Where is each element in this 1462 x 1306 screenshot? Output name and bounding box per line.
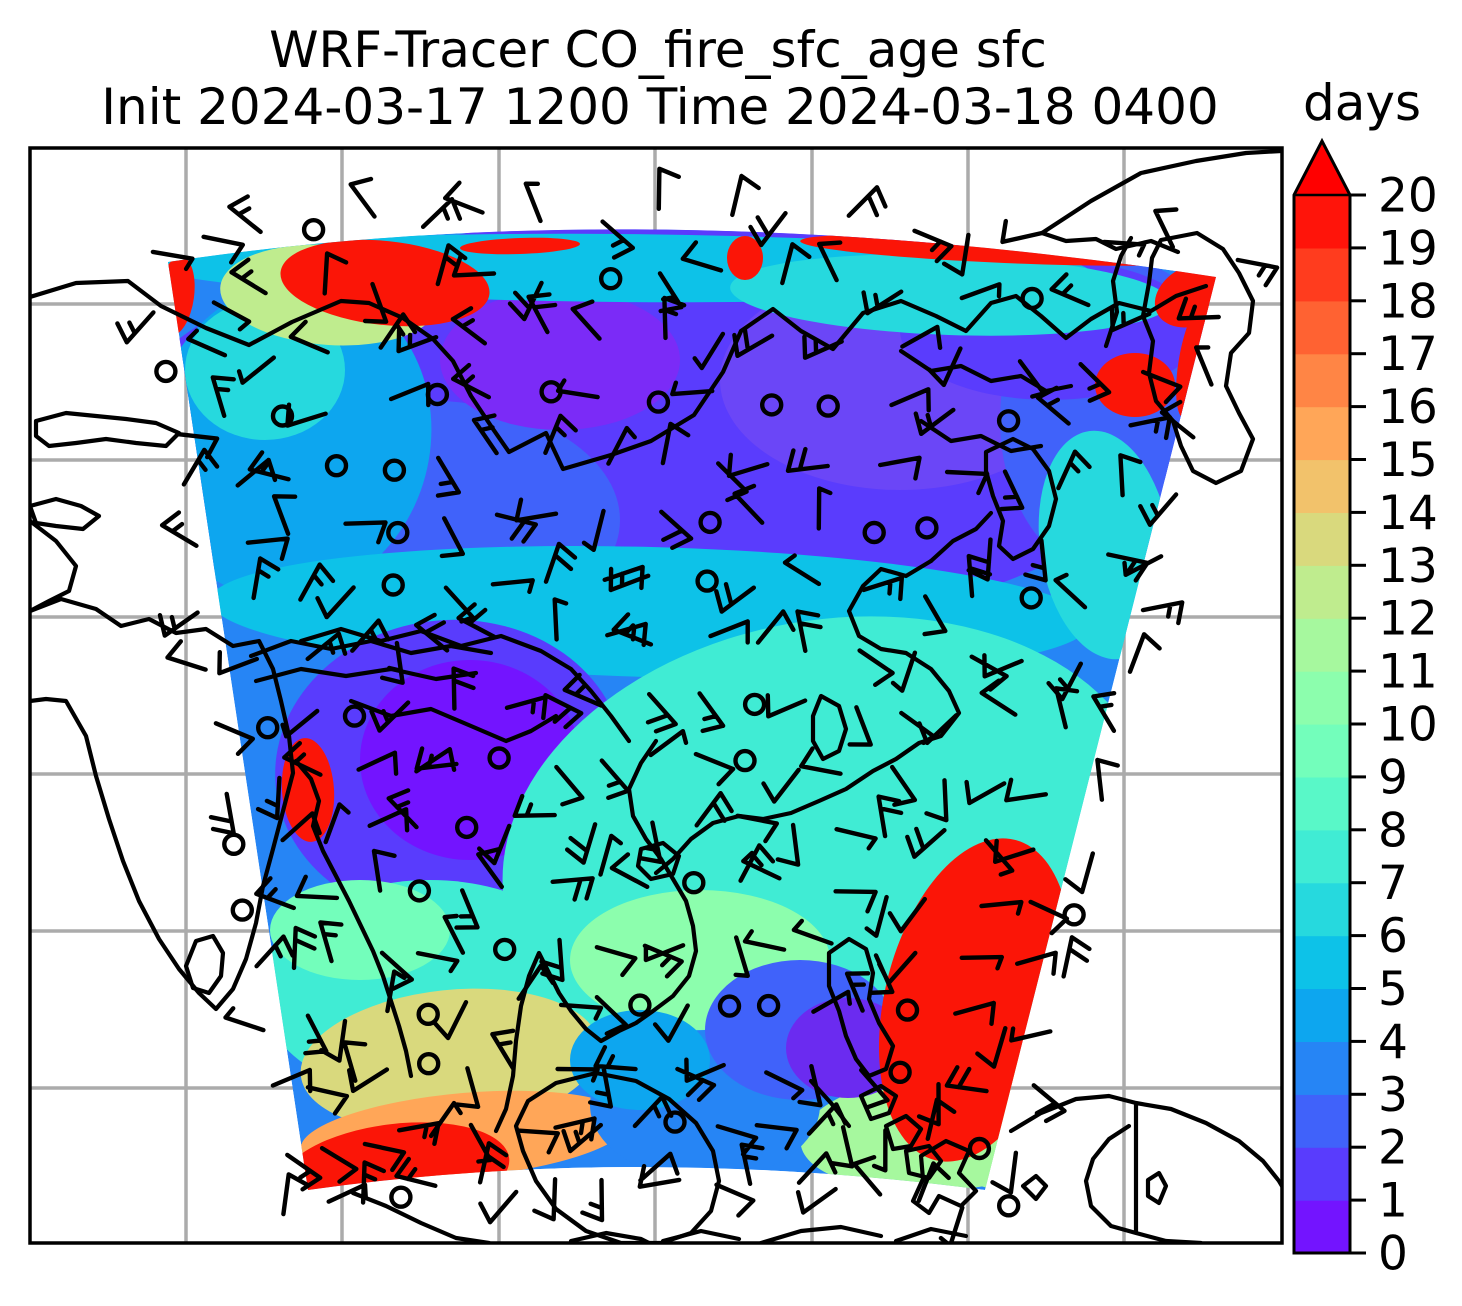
colorbar-tick-label: 7 [1378,856,1408,911]
colorbar-tick-label: 8 [1378,803,1408,858]
colorbar-tick-label: 13 [1378,539,1438,594]
plot-title-line1: WRF-Tracer CO_fire_sfc_age sfc [269,21,1047,79]
colorbar-tick-label: 10 [1378,698,1438,753]
colorbar-tick-label: 9 [1378,750,1408,805]
colorbar-tick-label: 15 [1378,433,1438,488]
colorbar-tick-label: 12 [1378,592,1438,647]
colorbar-tick-label: 2 [1378,1121,1408,1176]
colorbar-outline [1292,137,1352,1255]
wind-barb-layer [115,166,1280,1243]
colorbar-tick-label: 0 [1378,1227,1408,1282]
colorbar-tick-label: 3 [1378,1068,1408,1123]
colorbar-tick-label: 18 [1378,274,1438,329]
tracer-field-layer [168,229,1216,1190]
colorbar-title: days [1303,74,1421,132]
colorbar-tick-label: 1 [1378,1174,1408,1229]
colorbar-segments [1294,141,1350,1254]
colorbar-tick-label: 16 [1378,380,1438,435]
colorbar-tick-label: 19 [1378,221,1438,276]
colorbar-tick-label: 4 [1378,1015,1408,1070]
colorbar-tick-label: 20 [1378,169,1438,224]
colorbar-tick-label: 17 [1378,327,1438,382]
colorbar-tick-label: 6 [1378,909,1408,964]
colorbar-tick-label: 11 [1378,645,1438,700]
plot-title-line2: Init 2024-03-17 1200 Time 2024-03-18 040… [101,78,1218,136]
colorbar-tick-label: 14 [1378,486,1438,541]
colorbar-tick-label: 5 [1378,962,1408,1017]
map-frame [28,146,1284,1245]
map-axes [28,146,1284,1245]
colorbar-ticks [1350,193,1366,1255]
